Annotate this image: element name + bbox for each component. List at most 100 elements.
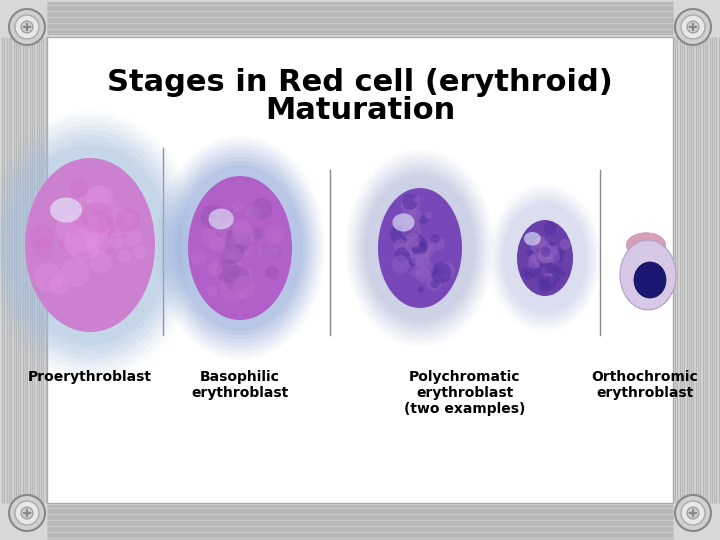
Circle shape — [415, 252, 431, 268]
Ellipse shape — [0, 125, 186, 365]
Circle shape — [235, 266, 252, 283]
Circle shape — [415, 267, 431, 283]
Circle shape — [219, 233, 235, 248]
Circle shape — [133, 246, 147, 259]
Circle shape — [413, 242, 428, 258]
Circle shape — [206, 285, 217, 296]
Ellipse shape — [171, 157, 310, 339]
Circle shape — [541, 247, 551, 257]
Circle shape — [431, 280, 440, 288]
Circle shape — [220, 246, 230, 256]
Circle shape — [544, 253, 554, 263]
Circle shape — [681, 15, 705, 39]
Circle shape — [251, 228, 263, 239]
Circle shape — [210, 218, 221, 229]
Circle shape — [426, 276, 441, 292]
Circle shape — [553, 266, 561, 273]
Ellipse shape — [354, 160, 486, 335]
Text: Proerythroblast: Proerythroblast — [28, 370, 152, 384]
Ellipse shape — [168, 152, 312, 343]
Circle shape — [521, 268, 529, 276]
Circle shape — [535, 236, 546, 247]
Ellipse shape — [10, 145, 170, 345]
Circle shape — [413, 196, 420, 203]
Circle shape — [539, 280, 552, 293]
Circle shape — [89, 251, 112, 273]
Ellipse shape — [164, 148, 315, 348]
Circle shape — [30, 224, 55, 249]
Circle shape — [87, 240, 100, 253]
Circle shape — [220, 245, 240, 264]
Circle shape — [402, 212, 416, 225]
Ellipse shape — [158, 140, 322, 356]
Circle shape — [96, 217, 116, 236]
Circle shape — [15, 15, 39, 39]
Circle shape — [201, 224, 226, 249]
Circle shape — [538, 249, 552, 263]
Ellipse shape — [0, 115, 194, 375]
Circle shape — [102, 207, 131, 236]
Circle shape — [438, 267, 446, 275]
Circle shape — [201, 205, 225, 229]
Circle shape — [549, 241, 555, 247]
Ellipse shape — [356, 164, 483, 332]
Circle shape — [55, 215, 84, 243]
Circle shape — [85, 234, 99, 247]
Circle shape — [411, 269, 420, 278]
Circle shape — [232, 219, 251, 238]
Circle shape — [681, 501, 705, 525]
Ellipse shape — [488, 184, 602, 332]
Ellipse shape — [50, 198, 82, 222]
Circle shape — [542, 276, 556, 291]
Ellipse shape — [362, 171, 478, 325]
Circle shape — [528, 257, 540, 269]
Circle shape — [265, 225, 284, 244]
Circle shape — [21, 21, 33, 33]
Circle shape — [546, 262, 557, 273]
Ellipse shape — [517, 220, 573, 296]
Circle shape — [403, 230, 421, 248]
Circle shape — [67, 213, 79, 225]
Ellipse shape — [499, 198, 591, 319]
Circle shape — [86, 245, 99, 259]
Circle shape — [419, 241, 426, 248]
Circle shape — [390, 225, 409, 244]
Circle shape — [106, 215, 131, 240]
Circle shape — [553, 253, 562, 263]
Circle shape — [531, 245, 539, 252]
Circle shape — [81, 202, 113, 233]
Circle shape — [191, 249, 207, 266]
Circle shape — [266, 266, 279, 279]
Circle shape — [418, 215, 428, 224]
Circle shape — [220, 210, 231, 221]
Ellipse shape — [378, 188, 462, 308]
Circle shape — [412, 246, 419, 254]
Circle shape — [405, 239, 420, 254]
Ellipse shape — [188, 176, 292, 320]
Circle shape — [547, 250, 560, 264]
Circle shape — [84, 239, 96, 251]
Circle shape — [63, 230, 89, 255]
Circle shape — [71, 179, 88, 197]
Circle shape — [392, 255, 410, 273]
Circle shape — [405, 233, 420, 247]
Circle shape — [67, 228, 99, 260]
Circle shape — [227, 246, 243, 262]
Circle shape — [559, 239, 571, 249]
Circle shape — [32, 239, 53, 259]
Circle shape — [215, 215, 234, 234]
Circle shape — [207, 260, 222, 275]
Circle shape — [86, 185, 109, 210]
Circle shape — [49, 275, 68, 295]
Circle shape — [72, 228, 87, 243]
Circle shape — [412, 240, 427, 255]
Ellipse shape — [25, 158, 155, 332]
Circle shape — [233, 276, 256, 299]
Circle shape — [76, 196, 96, 216]
Circle shape — [226, 246, 241, 261]
Circle shape — [531, 252, 545, 265]
Circle shape — [394, 239, 408, 253]
Ellipse shape — [524, 232, 541, 246]
Circle shape — [534, 263, 540, 268]
Circle shape — [71, 225, 99, 253]
